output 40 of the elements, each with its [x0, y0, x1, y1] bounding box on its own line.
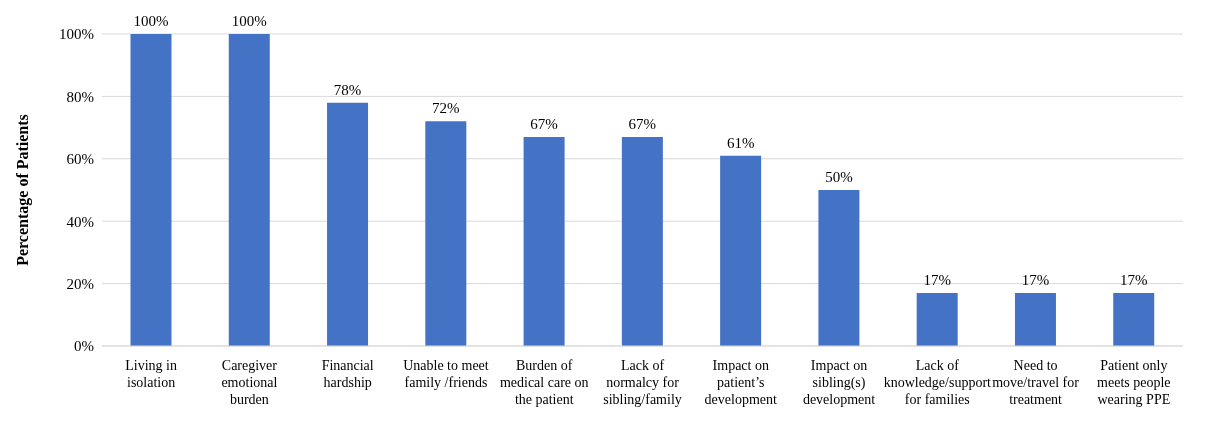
bar: [327, 102, 369, 346]
x-tick-label: Caregiver emotional burden: [221, 358, 278, 407]
data-label: 72%: [432, 100, 460, 117]
y-tick-label: 100%: [59, 26, 94, 43]
x-tick-label: Living in isolation: [125, 358, 177, 390]
bar: [228, 34, 270, 346]
y-tick-label: 0%: [74, 338, 94, 355]
bar: [1014, 292, 1056, 346]
x-tick-label: Lack of knowledge/support for families: [883, 358, 992, 407]
bar: [425, 121, 467, 346]
x-tick-label: Burden of medical care on the patient: [499, 358, 589, 407]
data-label: 100%: [231, 13, 267, 29]
bar: [818, 190, 860, 346]
data-label: 17%: [923, 271, 951, 288]
y-tick-label: 60%: [66, 151, 94, 168]
bar: [523, 136, 565, 346]
x-tick-label: Unable to meet family /friends: [403, 358, 489, 390]
data-label: 67%: [530, 115, 558, 132]
data-label: 100%: [133, 13, 169, 29]
bar: [1113, 292, 1155, 346]
x-tick-label: Financial hardship: [321, 358, 374, 390]
x-tick-label: Impact on patient’s development: [704, 358, 778, 407]
x-tick-label: Need to move/travel for treatment: [992, 358, 1080, 407]
bar: [130, 34, 172, 346]
x-tick-label: Patient only meets people wearing PPE: [1097, 358, 1171, 407]
y-tick-label: 40%: [66, 213, 94, 230]
data-label: 17%: [1119, 271, 1148, 288]
bar: [621, 136, 663, 346]
bar: [720, 155, 762, 346]
y-tick-label: 20%: [66, 275, 94, 292]
x-tick-label: Impact on sibling(s) development: [802, 358, 876, 407]
data-label: 17%: [1021, 271, 1050, 288]
data-label: 61%: [726, 134, 755, 151]
data-label: 50%: [825, 169, 853, 185]
y-tick-label: 80%: [66, 88, 94, 105]
y-axis-title: Percentage of Patients: [13, 114, 32, 266]
bar: [916, 292, 958, 346]
x-tick-label: Lack of normalcy for sibling/family: [603, 358, 682, 407]
data-label: 78%: [333, 81, 362, 98]
data-label: 67%: [628, 115, 657, 132]
